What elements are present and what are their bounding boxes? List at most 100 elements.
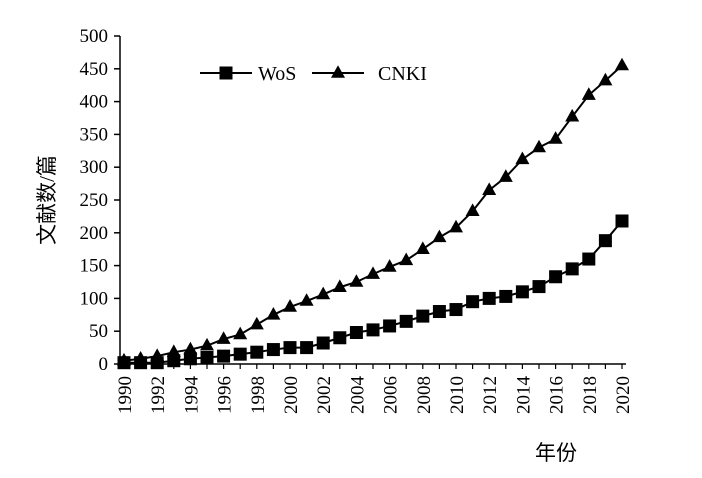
y-tick-label: 50: [89, 321, 108, 342]
data-point: [465, 203, 480, 216]
data-point: [332, 279, 347, 293]
x-tick-label: 2006: [381, 376, 402, 414]
legend-marker: [331, 65, 345, 78]
x-axis-title: 年份: [535, 441, 577, 465]
y-tick-label: 300: [80, 157, 109, 178]
data-point: [316, 286, 331, 300]
series-cnki: [117, 57, 629, 366]
x-tick-label: 2002: [314, 376, 335, 414]
data-point: [466, 295, 480, 309]
data-point: [482, 291, 496, 305]
data-point: [449, 303, 463, 317]
x-tick-label: 2000: [281, 376, 302, 414]
y-tick-label: 350: [80, 124, 109, 145]
data-point: [416, 309, 430, 323]
data-point: [366, 323, 380, 337]
data-point: [283, 341, 297, 355]
data-point: [183, 352, 197, 366]
data-point: [532, 280, 546, 294]
data-point: [233, 326, 248, 340]
data-point: [565, 108, 580, 122]
data-point: [515, 151, 530, 165]
x-tick-label: 1998: [248, 376, 269, 414]
x-tick-label: 2004: [347, 376, 368, 415]
data-point: [549, 270, 563, 284]
series-wos: [117, 214, 629, 370]
y-tick-label: 250: [80, 190, 109, 211]
x-tick-label: 2012: [480, 376, 501, 414]
data-point: [266, 306, 281, 320]
data-point: [133, 350, 148, 364]
data-point: [200, 337, 214, 351]
data-point: [499, 289, 513, 303]
data-point: [250, 345, 264, 359]
data-point: [382, 259, 397, 272]
y-tick-label: 100: [80, 288, 109, 309]
data-point: [200, 350, 214, 364]
legend-item-cnki: CNKI: [312, 63, 427, 85]
x-tick-label: 2014: [513, 376, 534, 415]
data-point: [399, 314, 413, 328]
data-point: [415, 241, 430, 254]
plot-area: [117, 57, 629, 370]
x-tick-label: 2020: [613, 376, 634, 414]
data-point: [498, 169, 513, 182]
y-axis-title: 文献数/篇: [35, 155, 59, 245]
legend-label: CNKI: [378, 63, 427, 85]
data-point: [565, 262, 579, 276]
data-point: [333, 331, 347, 345]
y-tick-label: 450: [80, 59, 109, 80]
x-tick-label: 1994: [181, 376, 202, 415]
data-point: [449, 219, 463, 233]
data-point: [598, 72, 613, 86]
data-point: [366, 266, 380, 279]
data-point: [300, 341, 314, 355]
data-point: [349, 326, 363, 340]
x-tick-label: 2016: [547, 376, 568, 414]
data-point: [399, 252, 414, 266]
x-tick-label: 1996: [215, 376, 236, 414]
x-tick-label: 1992: [148, 376, 169, 414]
data-point: [283, 299, 297, 312]
x-tick-label: 2008: [414, 376, 435, 414]
legend-marker: [219, 66, 233, 80]
data-point: [217, 349, 231, 363]
data-point: [216, 331, 231, 344]
data-point: [233, 347, 247, 361]
x-tick-label: 2010: [447, 376, 468, 414]
axes: [114, 35, 626, 369]
y-tick-label: 150: [80, 256, 109, 277]
data-point: [432, 229, 447, 243]
data-point: [150, 348, 165, 361]
series-line: [124, 220, 623, 364]
y-tick-label: 500: [80, 26, 109, 47]
y-tick-label: 0: [99, 354, 109, 375]
y-tick-label: 200: [80, 223, 109, 244]
data-point: [482, 182, 497, 195]
data-point: [581, 87, 596, 100]
y-tick-label: 400: [80, 92, 109, 113]
data-point: [183, 341, 198, 355]
legend-label: WoS: [258, 63, 296, 85]
data-point: [383, 319, 397, 333]
tick-labels: 0 50 100 150 200 250 300 350 400 450 500 1990 1992 19…: [80, 26, 635, 414]
legend-item-wos: WoS: [200, 63, 296, 85]
legend: WoS CNKI: [200, 63, 427, 85]
data-point: [166, 344, 181, 357]
data-point: [532, 139, 546, 153]
data-point: [515, 285, 529, 299]
data-point: [432, 305, 446, 319]
data-point: [299, 293, 314, 306]
x-tick-label: 2018: [580, 376, 601, 414]
data-point: [316, 336, 330, 350]
data-point: [266, 343, 280, 357]
data-point: [615, 57, 629, 71]
data-point: [582, 252, 596, 266]
data-point: [598, 234, 612, 248]
data-point: [349, 274, 364, 287]
data-point: [615, 214, 629, 228]
data-point: [548, 131, 563, 144]
x-tick-label: 1990: [115, 376, 136, 414]
series-line: [123, 64, 623, 362]
